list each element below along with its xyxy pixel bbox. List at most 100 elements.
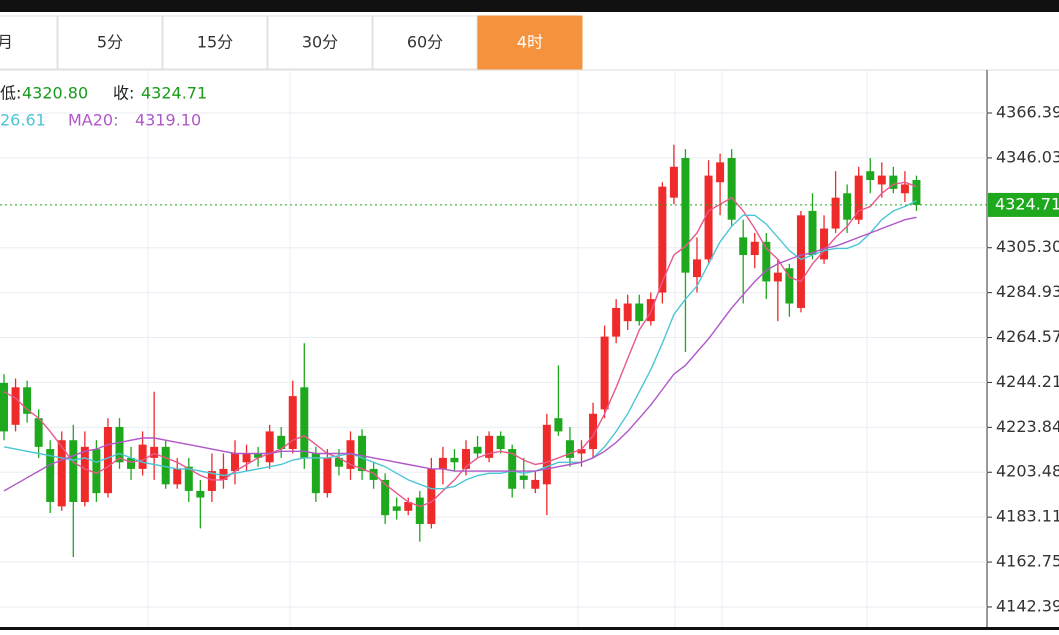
tab-label[interactable]: 30分	[302, 33, 338, 52]
candle-body	[450, 457, 459, 463]
tab[interactable]	[477, 15, 583, 70]
y-tick-label: 4366.39	[996, 103, 1059, 122]
candle-body	[531, 479, 540, 489]
candle-body	[161, 446, 170, 485]
candle-body	[854, 175, 863, 220]
candle-body	[589, 413, 598, 450]
tab[interactable]	[0, 15, 58, 70]
candle-body	[288, 396, 297, 450]
candle-body	[150, 446, 159, 458]
candle-body	[462, 449, 470, 469]
top-bar	[0, 0, 1059, 12]
candle-body	[57, 440, 66, 507]
y-tick-label: 4162.75	[996, 552, 1059, 571]
candle-body	[750, 241, 759, 256]
candle-body	[704, 175, 713, 260]
candle-body	[542, 424, 551, 485]
tab[interactable]	[162, 15, 268, 70]
candle-body	[635, 303, 644, 322]
candle-body	[311, 453, 320, 494]
candle-body	[392, 506, 401, 511]
candle-body	[623, 303, 632, 322]
candle-body	[173, 468, 182, 485]
candle-body	[92, 449, 101, 494]
candle-body	[831, 197, 840, 229]
close-label: 收:	[113, 84, 134, 103]
candle-body	[773, 272, 782, 282]
candle-body	[646, 299, 655, 322]
candle-body	[115, 427, 124, 463]
candle-body	[508, 449, 517, 489]
candle-body	[796, 215, 805, 308]
bottom-bar	[0, 627, 1059, 630]
v-grid	[147, 70, 868, 627]
candle-body	[681, 157, 690, 273]
candle-body	[877, 175, 886, 185]
tab-label[interactable]: 月	[0, 33, 13, 52]
candle-body	[658, 186, 667, 293]
candle-body	[34, 418, 43, 447]
candle-body	[23, 387, 32, 414]
candle-body	[762, 241, 771, 282]
ma20-value: 4319.10	[135, 111, 201, 130]
ma20-label: MA20:	[68, 111, 119, 130]
candle-body	[231, 453, 239, 472]
candle-body	[323, 457, 332, 494]
candle-body	[415, 497, 424, 525]
y-tick-label: 4264.57	[996, 327, 1059, 346]
y-tick-label: 4183.11	[996, 507, 1059, 526]
candle-body	[612, 307, 621, 337]
y-tick-label: 4244.21	[996, 372, 1059, 391]
candle-body	[46, 449, 55, 502]
candle-body	[196, 490, 205, 498]
candle-body	[577, 449, 586, 454]
candle-body	[565, 440, 574, 458]
y-tick-label: 4284.93	[996, 282, 1059, 301]
tab-label[interactable]: 15分	[197, 33, 233, 52]
candle-body	[485, 435, 494, 458]
tab[interactable]	[267, 15, 373, 70]
candle-body	[300, 387, 309, 458]
candle-body	[785, 268, 794, 304]
candle-body	[381, 479, 390, 516]
candle-body	[358, 435, 367, 472]
candle-body	[242, 453, 251, 463]
candle-body	[900, 184, 909, 194]
candle-body	[80, 446, 89, 502]
candle-body	[404, 501, 413, 511]
tab[interactable]	[372, 15, 478, 70]
low-label: 低:	[0, 84, 21, 103]
candle-body	[808, 210, 817, 256]
y-tick-label: 4203.48	[996, 462, 1059, 481]
tab-label[interactable]: 60分	[407, 33, 443, 52]
candle-body	[138, 444, 147, 469]
candle-body	[912, 180, 921, 205]
candle-body	[669, 166, 678, 198]
candle-body	[346, 440, 355, 469]
tab-label[interactable]: 5分	[97, 33, 123, 52]
candle-body	[716, 162, 725, 183]
candle-body	[820, 228, 829, 260]
candle-body	[265, 431, 274, 463]
candle-body	[438, 457, 447, 469]
candle-body	[369, 468, 378, 480]
candle-body	[496, 435, 505, 450]
low-value: 4320.80	[22, 84, 88, 103]
candle-body	[473, 446, 482, 454]
y-tick-label: 4346.03	[996, 147, 1059, 166]
candle-body	[11, 387, 20, 425]
last-price-box	[988, 192, 1059, 217]
candle-body	[519, 475, 528, 480]
candle-body	[219, 468, 228, 480]
close-value: 4324.71	[141, 84, 207, 103]
candle-body	[889, 175, 898, 189]
tab-label[interactable]: 4时	[517, 33, 543, 52]
ma-line	[3, 181, 917, 508]
ma10-value: 26.61	[0, 111, 46, 130]
candle-body	[427, 468, 436, 525]
candle-body	[866, 171, 875, 181]
tab[interactable]	[57, 15, 163, 70]
candle-body	[254, 453, 263, 458]
candle-body	[0, 382, 8, 432]
